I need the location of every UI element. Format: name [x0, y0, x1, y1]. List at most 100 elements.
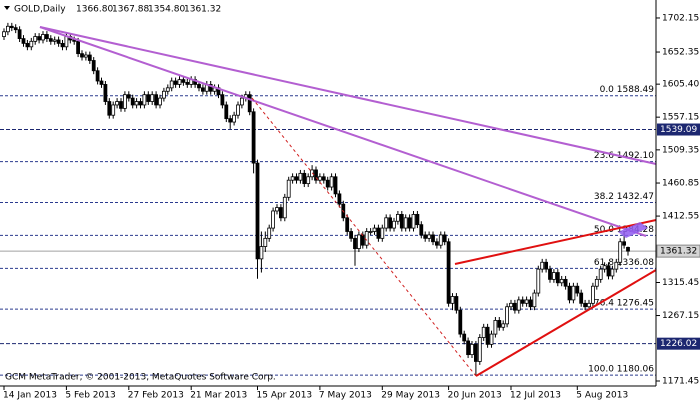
y-tick-label: 1702.15 [662, 13, 699, 23]
candle-body [571, 285, 576, 301]
candle-body [345, 217, 350, 232]
candle-body [321, 176, 326, 181]
candle-body [587, 302, 591, 308]
copyright: GCM MetaTrader, © 2001-2013, MetaQuotes … [5, 373, 276, 383]
candle-body [415, 213, 420, 226]
candle-body [388, 217, 393, 229]
candle-body [333, 176, 338, 195]
candle-body [349, 231, 354, 239]
candle-body [481, 326, 486, 338]
candle-body [99, 80, 104, 85]
fib-label: 100.0 1180.06 [588, 365, 654, 375]
candle-body [536, 268, 541, 294]
y-tick-label: 1267.15 [662, 311, 699, 321]
candle-body [317, 176, 322, 181]
candle-body [165, 87, 170, 92]
candle-body [427, 234, 432, 239]
candle-body [177, 79, 182, 85]
candle-body [314, 169, 318, 181]
candle-body [181, 79, 186, 83]
candle-body [134, 101, 139, 106]
candle-body [423, 234, 428, 239]
candle-body [48, 38, 53, 42]
candle-body [360, 234, 365, 246]
candle-body [384, 217, 389, 229]
candle-body [41, 34, 45, 41]
candle-body [602, 265, 607, 270]
candle-body [84, 54, 88, 58]
candle-body [454, 296, 459, 311]
candle-body [446, 241, 451, 304]
candle-body [37, 36, 41, 41]
candle-body [528, 299, 533, 308]
trendline [39, 26, 647, 237]
candle-body [2, 31, 6, 37]
fib-label: 38.2 1432.47 [594, 192, 654, 202]
candle-body [25, 42, 30, 48]
candle-body [150, 94, 155, 102]
candle-body [392, 220, 396, 229]
candle-body [403, 217, 408, 229]
candle-body [606, 265, 611, 277]
candle-body [21, 38, 26, 44]
candle-body [271, 210, 276, 229]
fib-label: 61.8 1336.08 [594, 258, 654, 268]
x-tick-label: 21 Mar 2013 [190, 391, 247, 401]
candle-body [146, 94, 151, 102]
candle-body [458, 309, 463, 335]
candle-body [17, 29, 22, 39]
candle-body [411, 213, 416, 229]
candle-body [91, 60, 96, 72]
candle-body [259, 246, 264, 260]
y-tick-label: 1171.45 [662, 376, 699, 386]
candle-body [376, 227, 381, 239]
ohlc-close: 1361.32 [184, 5, 221, 15]
candle-body [470, 343, 474, 356]
price-box [656, 244, 700, 258]
candle-body [583, 302, 587, 308]
ohlc-open: 1366.80 [76, 5, 113, 15]
candle-body [325, 179, 330, 188]
candle-body [329, 176, 334, 188]
candle-body [236, 104, 240, 116]
candle-body [76, 40, 80, 55]
candle-body [185, 81, 190, 85]
level-label: 1226.02 [660, 339, 697, 349]
candle-body [497, 320, 502, 328]
candle-body [60, 42, 65, 48]
candle-body [466, 340, 471, 356]
y-tick-label: 1315.45 [662, 278, 699, 288]
candle-body [516, 299, 521, 311]
candle-body [555, 272, 560, 284]
candle-body [591, 285, 595, 304]
y-tick-label: 1509.35 [662, 145, 699, 155]
candle-body [552, 272, 556, 280]
candle-body [485, 326, 490, 345]
x-tick-label: 7 May 2013 [319, 391, 372, 401]
candle-body [610, 268, 615, 277]
drawing-objects [39, 26, 657, 377]
level-label: 1539.09 [660, 125, 697, 135]
marker [618, 222, 648, 238]
candle-body [407, 217, 412, 229]
candle-body [598, 268, 603, 280]
candle-body [111, 104, 116, 116]
x-tick-label: 27 Feb 2013 [128, 391, 184, 401]
candle-body [532, 292, 537, 308]
candle-body [251, 111, 256, 164]
candle-body [169, 80, 174, 89]
candle-body [618, 241, 623, 263]
candle-body [72, 39, 77, 42]
candle-body [431, 234, 435, 243]
candle-body [372, 227, 377, 232]
candle-body [548, 268, 552, 280]
x-tick-label: 15 Apr 2013 [257, 391, 313, 401]
y-tick-label: 1652.35 [662, 48, 699, 58]
candle-body [208, 84, 213, 92]
candle-body [220, 94, 225, 106]
candle-body [399, 213, 404, 229]
candle-body [232, 114, 237, 123]
candle-body [337, 193, 342, 205]
y-tick-label: 1605.40 [662, 80, 699, 90]
